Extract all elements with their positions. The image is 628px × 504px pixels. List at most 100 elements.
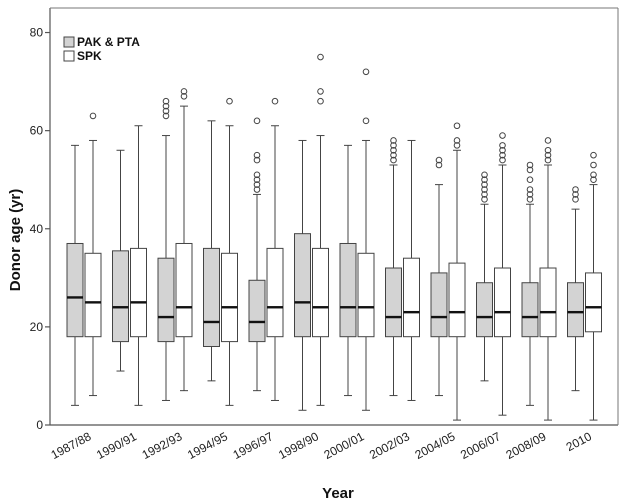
x-tick-label: 2008/09 xyxy=(504,429,549,462)
outlier-point xyxy=(390,151,397,159)
box-iqr xyxy=(84,252,102,338)
outlier-point xyxy=(253,181,261,188)
y-tick-label: 80 xyxy=(30,26,44,40)
outlier-point xyxy=(253,186,261,193)
box-pak-pta-9 xyxy=(476,171,493,382)
box-pak-pta-11 xyxy=(567,186,584,392)
outlier-point xyxy=(180,88,188,95)
outlier-point xyxy=(590,161,597,169)
box-pak-pta-3 xyxy=(203,120,220,382)
box-iqr xyxy=(494,267,511,338)
outlier-point xyxy=(526,166,534,174)
box-spk-6 xyxy=(357,68,375,411)
outlier-point xyxy=(390,142,397,149)
outlier-point xyxy=(317,53,324,61)
outlier-point xyxy=(481,191,488,198)
box-pak-pta-10 xyxy=(521,161,539,406)
outlier-point xyxy=(162,102,170,110)
box-iqr xyxy=(585,272,602,333)
x-axis-title: Year xyxy=(322,485,354,502)
box-iqr xyxy=(357,252,375,338)
box-iqr xyxy=(521,282,539,338)
box-iqr xyxy=(266,247,284,338)
box-spk-11 xyxy=(585,151,602,421)
box-pak-pta-0 xyxy=(66,144,84,406)
outlier-point xyxy=(362,68,370,76)
outlier-point xyxy=(390,146,397,154)
outlier-point xyxy=(162,107,170,115)
x-tick-label: 1992/93 xyxy=(140,429,185,462)
outlier-point xyxy=(499,142,506,149)
y-tick-label: 40 xyxy=(30,222,44,236)
outlier-point xyxy=(481,176,488,184)
plot-area xyxy=(66,53,602,421)
outlier-point xyxy=(499,156,506,164)
box-spk-1 xyxy=(130,125,147,406)
outlier-point xyxy=(253,117,261,125)
outlier-point xyxy=(499,151,506,159)
x-tick-label: 2006/07 xyxy=(458,429,503,462)
box-iqr xyxy=(175,242,193,338)
outlier-point xyxy=(544,137,552,144)
outlier-point xyxy=(590,151,597,159)
outlier-point xyxy=(572,191,579,198)
outlier-point xyxy=(526,191,534,198)
outlier-point xyxy=(481,186,488,193)
outlier-point xyxy=(435,156,443,164)
outlier-point xyxy=(526,186,534,193)
box-iqr xyxy=(403,257,420,338)
y-tick-label: 20 xyxy=(30,320,44,334)
x-tick-label: 2010 xyxy=(564,429,594,454)
box-spk-8 xyxy=(448,122,466,421)
outlier-point xyxy=(544,156,552,164)
box-spk-9 xyxy=(494,132,511,416)
box-pak-pta-6 xyxy=(339,144,357,397)
box-spk-3 xyxy=(221,97,238,406)
outlier-point xyxy=(180,93,188,100)
box-iqr xyxy=(312,247,329,338)
x-tick-label: 1996/97 xyxy=(231,429,276,462)
box-iqr xyxy=(567,282,584,338)
x-tick-label: 1994/95 xyxy=(185,429,230,462)
box-spk-5 xyxy=(312,53,329,406)
outlier-point xyxy=(544,151,552,159)
outlier-point xyxy=(162,112,170,120)
box-iqr xyxy=(539,267,557,338)
outlier-point xyxy=(499,146,506,154)
legend-swatch xyxy=(63,50,75,62)
box-iqr xyxy=(112,250,129,343)
box-pak-pta-1 xyxy=(112,149,129,372)
box-pak-pta-2 xyxy=(157,97,175,401)
box-iqr xyxy=(294,233,311,338)
legend-label: PAK & PTA xyxy=(77,35,140,49)
box-iqr xyxy=(448,262,466,338)
box-iqr xyxy=(248,279,266,343)
box-pak-pta-5 xyxy=(294,139,311,411)
y-tick-label: 60 xyxy=(30,124,44,138)
outlier-point xyxy=(253,151,261,159)
outlier-point xyxy=(271,97,279,105)
outlier-point xyxy=(453,137,461,144)
box-iqr xyxy=(203,247,220,348)
outlier-point xyxy=(572,196,579,203)
outlier-point xyxy=(590,171,597,179)
outlier-point xyxy=(453,142,461,149)
box-pak-pta-7 xyxy=(385,137,402,397)
box-spk-4 xyxy=(266,97,284,401)
x-tick-label: 2004/05 xyxy=(413,429,458,462)
legend-swatch xyxy=(63,36,75,48)
box-iqr xyxy=(476,282,493,338)
box-pak-pta-8 xyxy=(430,156,448,397)
box-spk-10 xyxy=(539,137,557,421)
outlier-point xyxy=(390,137,397,144)
outlier-point xyxy=(526,176,534,184)
outlier-point xyxy=(162,97,170,105)
outlier-point xyxy=(89,112,97,120)
x-tick-label: 1990/91 xyxy=(94,429,139,462)
box-spk-0 xyxy=(84,112,102,397)
box-iqr xyxy=(221,252,238,343)
box-spk-2 xyxy=(175,88,193,392)
x-tick-label: 2002/03 xyxy=(367,429,412,462)
